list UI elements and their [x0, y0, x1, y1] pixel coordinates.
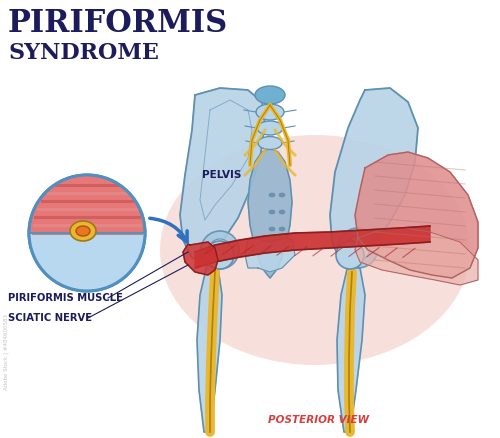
- Ellipse shape: [70, 221, 96, 241]
- Ellipse shape: [269, 193, 275, 197]
- Ellipse shape: [257, 121, 283, 135]
- Polygon shape: [355, 228, 478, 285]
- Ellipse shape: [76, 226, 90, 236]
- Ellipse shape: [206, 241, 234, 269]
- Text: SCIATIC NERVE: SCIATIC NERVE: [8, 313, 92, 323]
- Ellipse shape: [201, 231, 239, 269]
- Text: Adobe Stock | #484600583: Adobe Stock | #484600583: [3, 314, 9, 390]
- Text: PELVIS: PELVIS: [202, 170, 241, 180]
- Ellipse shape: [269, 227, 275, 231]
- Polygon shape: [245, 238, 295, 272]
- Polygon shape: [355, 152, 478, 278]
- Ellipse shape: [209, 239, 231, 261]
- Ellipse shape: [279, 193, 285, 197]
- Polygon shape: [197, 265, 222, 432]
- Ellipse shape: [338, 228, 378, 268]
- Ellipse shape: [279, 227, 285, 231]
- Ellipse shape: [269, 210, 275, 214]
- Ellipse shape: [279, 210, 285, 214]
- Ellipse shape: [336, 241, 364, 269]
- Ellipse shape: [258, 137, 282, 149]
- Text: PIRIFORMIS: PIRIFORMIS: [8, 8, 228, 39]
- Polygon shape: [248, 148, 292, 278]
- Text: POSTERIOR VIEW: POSTERIOR VIEW: [268, 415, 369, 425]
- Ellipse shape: [256, 104, 284, 120]
- Ellipse shape: [160, 135, 470, 365]
- Polygon shape: [180, 88, 265, 262]
- Polygon shape: [337, 265, 365, 432]
- Text: SYNDROME: SYNDROME: [8, 42, 159, 64]
- Polygon shape: [195, 226, 430, 268]
- Polygon shape: [330, 88, 418, 260]
- Polygon shape: [183, 242, 218, 275]
- Polygon shape: [29, 175, 145, 233]
- Ellipse shape: [255, 86, 285, 104]
- Text: PIRIFORMIS MUSCLE: PIRIFORMIS MUSCLE: [8, 293, 123, 303]
- Ellipse shape: [29, 185, 145, 272]
- Polygon shape: [29, 233, 145, 291]
- Circle shape: [29, 175, 145, 291]
- Ellipse shape: [346, 236, 370, 260]
